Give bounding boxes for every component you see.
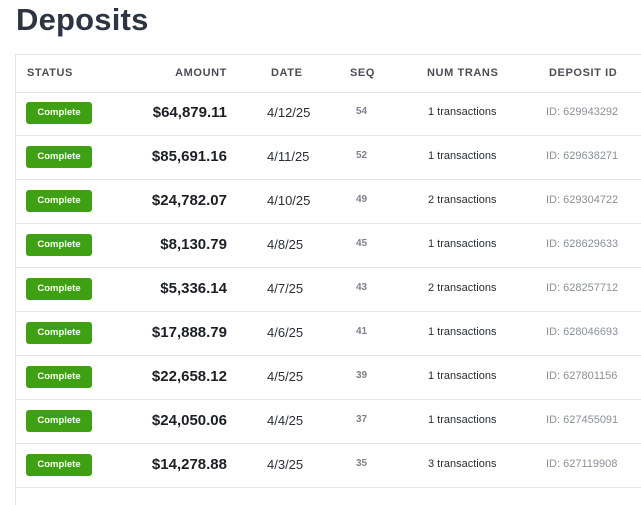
table-row[interactable]: Complete $64,879.11 4/12/25 54 1 transac… [16,92,641,136]
deposit-amount: $5,336.14 [160,280,227,297]
transaction-count: 1 transactions [428,106,497,118]
status-badge: Complete [26,410,92,432]
deposit-id: ID: 629943292 [546,106,619,118]
deposit-date: 4/3/25 [267,457,304,472]
transaction-count: 1 transactions [428,326,497,338]
deposit-date: 4/8/25 [267,237,304,252]
deposit-seq: 39 [356,370,368,381]
status-badge: Complete [26,102,92,124]
deposit-amount: $14,278.88 [151,456,227,473]
table-body: Complete $64,879.11 4/12/25 54 1 transac… [16,92,641,488]
column-header-seq[interactable]: SEQ [350,67,376,79]
deposit-seq: 35 [356,458,368,469]
deposit-amount: $22,658.12 [151,368,227,385]
deposits-table: STATUS AMOUNT DATE SEQ NUM TRANS DEPOSIT… [15,54,641,505]
table-header-row: STATUS AMOUNT DATE SEQ NUM TRANS DEPOSIT… [16,55,641,93]
status-badge: Complete [26,234,92,256]
page-title: Deposits [16,2,149,37]
deposit-date: 4/12/25 [267,105,311,120]
deposit-seq: 43 [356,282,368,293]
deposit-date: 4/7/25 [267,281,304,296]
status-badge: Complete [26,146,92,168]
deposit-id: ID: 628629633 [546,238,619,250]
column-header-amount[interactable]: AMOUNT [175,67,227,79]
column-header-num-trans[interactable]: NUM TRANS [427,67,499,79]
deposit-date: 4/5/25 [267,369,304,384]
deposit-amount: $17,888.79 [151,324,227,341]
column-header-deposit-id[interactable]: DEPOSIT ID [549,67,618,79]
deposit-id: ID: 627119908 [546,458,618,470]
deposit-seq: 54 [356,106,368,117]
deposit-seq: 37 [356,414,368,425]
deposit-seq: 52 [356,150,368,161]
table-row[interactable]: Complete $22,658.12 4/5/25 39 1 transact… [16,356,641,400]
deposit-id: ID: 627801156 [546,370,618,382]
deposit-seq: 49 [356,194,368,205]
transaction-count: 2 transactions [428,282,497,294]
transaction-count: 1 transactions [428,370,497,382]
table-row[interactable]: Complete $17,888.79 4/6/25 41 1 transact… [16,312,641,356]
status-badge: Complete [26,322,92,344]
transaction-count: 1 transactions [428,414,497,426]
transaction-count: 1 transactions [428,150,497,162]
column-header-date[interactable]: DATE [271,67,303,79]
deposit-seq: 45 [356,238,368,249]
deposit-seq: 41 [356,326,368,337]
deposit-id: ID: 628046693 [546,326,619,338]
deposit-id: ID: 629638271 [546,150,619,162]
deposit-date: 4/4/25 [267,413,304,428]
table-row[interactable]: Complete $85,691.16 4/11/25 52 1 transac… [16,136,641,180]
transaction-count: 3 transactions [428,458,497,470]
status-badge: Complete [26,190,92,212]
status-badge: Complete [26,454,92,476]
deposit-amount: $24,782.07 [151,192,227,209]
deposit-date: 4/10/25 [267,193,311,208]
status-badge: Complete [26,366,92,388]
deposit-amount: $24,050.06 [151,412,227,429]
transaction-count: 1 transactions [428,238,497,250]
column-header-status[interactable]: STATUS [27,67,73,79]
table-row[interactable]: Complete $24,782.07 4/10/25 49 2 transac… [16,180,641,224]
deposit-id: ID: 627455091 [546,414,619,426]
deposit-amount: $8,130.79 [160,236,227,253]
deposit-date: 4/11/25 [267,149,310,164]
deposit-amount: $64,879.11 [152,104,227,121]
deposit-amount: $85,691.16 [151,148,227,165]
deposit-id: ID: 629304722 [546,194,619,206]
table-row[interactable]: Complete $8,130.79 4/8/25 45 1 transacti… [16,224,641,268]
deposit-id: ID: 628257712 [546,282,619,294]
status-badge: Complete [26,278,92,300]
table-row[interactable]: Complete $24,050.06 4/4/25 37 1 transact… [16,400,641,444]
transaction-count: 2 transactions [428,194,497,206]
table-row[interactable]: Complete $14,278.88 4/3/25 35 3 transact… [16,444,641,488]
deposit-date: 4/6/25 [267,325,304,340]
table-row[interactable]: Complete $5,336.14 4/7/25 43 2 transacti… [16,268,641,312]
